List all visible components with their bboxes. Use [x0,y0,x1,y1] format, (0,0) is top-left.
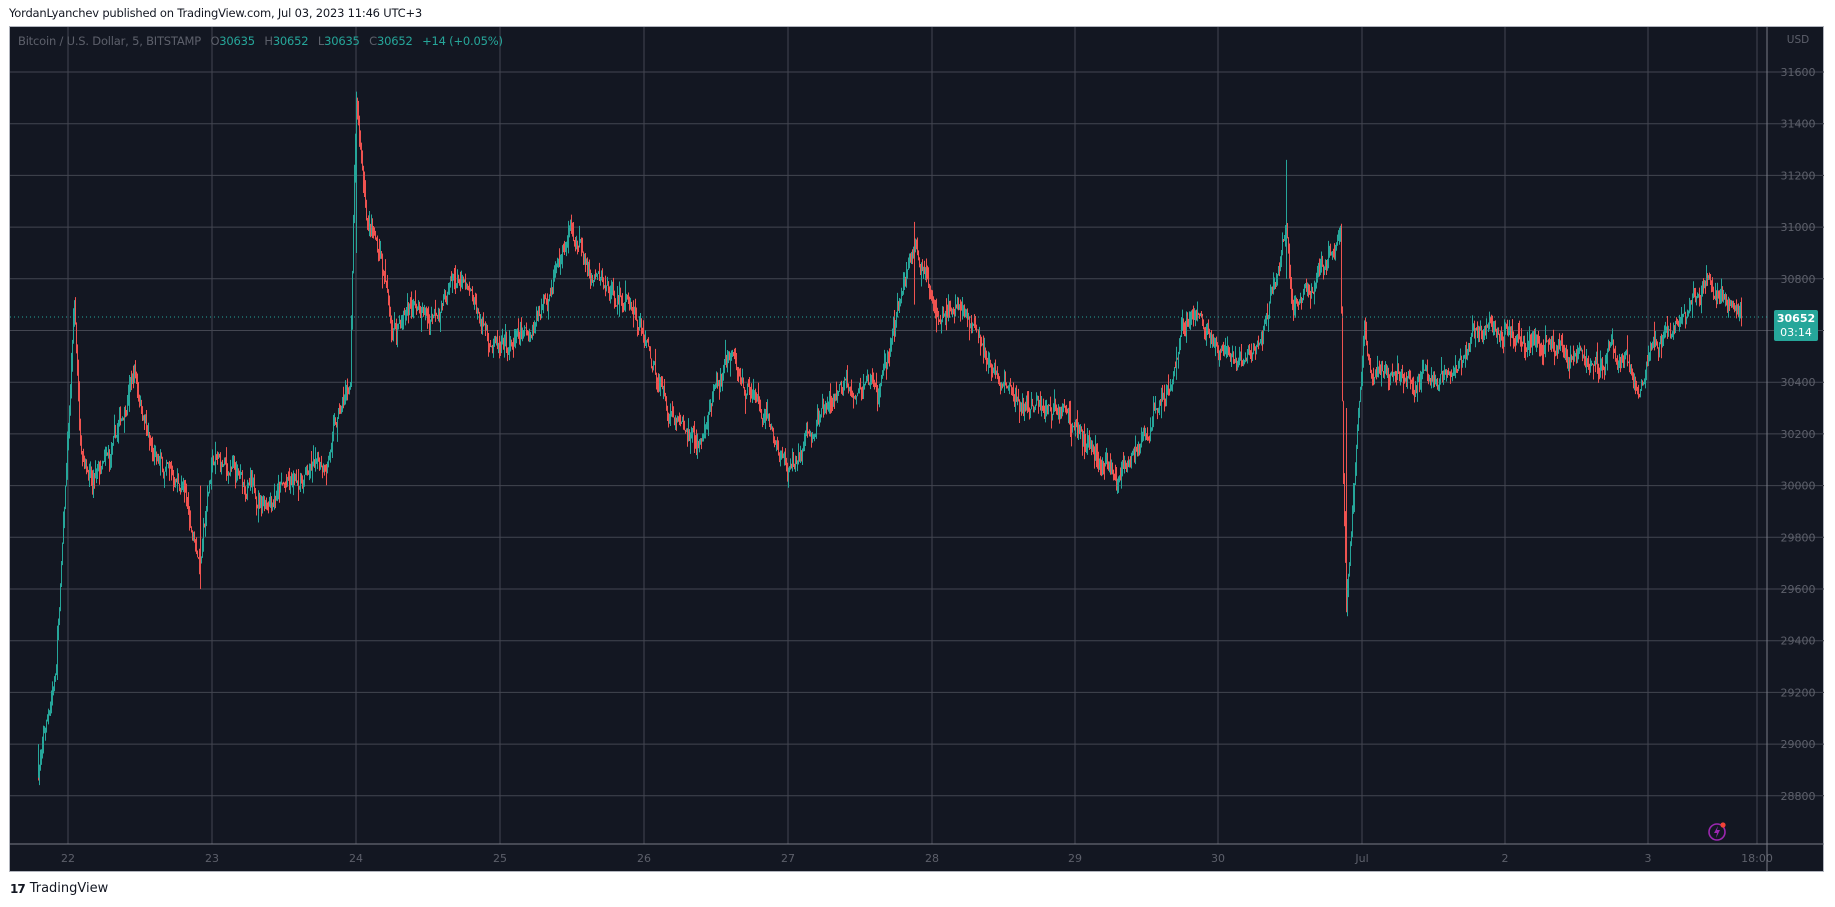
time-tick-label: 25 [493,852,507,865]
time-tick-label: 22 [61,852,75,865]
time-tick-label: 29 [1068,852,1082,865]
tradingview-logo[interactable]: 17 TradingView [10,881,108,896]
high-value: 30652 [272,34,309,48]
price-tick-label: 29400 [1781,635,1816,648]
price-tick-label: 31000 [1781,221,1816,234]
change-value: +14 (+0.05%) [422,34,503,48]
price-tick-label: 30400 [1781,376,1816,389]
tradingview-brand: TradingView [29,881,109,896]
time-tick-label: Jul [1354,852,1368,865]
time-tick-label: 23 [205,852,219,865]
time-tick-label: 18:00 [1741,852,1773,865]
price-tick-label: 29000 [1781,738,1816,751]
price-tick-label: 29800 [1781,531,1816,544]
time-tick-label: 28 [925,852,939,865]
svg-text:USD: USD [1787,34,1809,46]
time-tick-label: 30 [1211,852,1225,865]
close-value: 30652 [377,34,413,48]
chart-frame[interactable] [9,26,1824,872]
time-tick-label: 27 [781,852,795,865]
open-value: 30635 [219,34,255,48]
publish-info: YordanLyanchev published on TradingView.… [9,6,423,20]
price-tick-label: 29600 [1781,583,1816,596]
price-tick-label: 30000 [1781,480,1816,493]
last-price-value: 30652 [1776,312,1816,326]
candles [38,91,1742,786]
chart-legend: Bitcoin / U.S. Dollar, 5, BITSTAMP O3063… [18,34,503,48]
price-tick-label: 28800 [1781,790,1816,803]
time-tick-label: 2 [1502,852,1509,865]
tradingview-logo-icon: 17 [10,881,26,896]
price-tick-label: 29200 [1781,686,1816,699]
high-label: H [264,34,273,48]
lightning-icon[interactable] [1707,820,1729,842]
time-tick-label: 24 [349,852,363,865]
low-value: 30635 [324,34,360,48]
price-tick-label: 30200 [1781,428,1816,441]
last-price-tag: 30652 03:14 [1774,310,1818,342]
price-tick-label: 30800 [1781,273,1816,286]
low-label: L [317,34,325,48]
open-label: O [210,34,220,48]
time-tick-label: 26 [637,852,651,865]
close-label: C [369,34,377,48]
time-tick-label: 3 [1645,852,1652,865]
price-tick-label: 31400 [1781,118,1816,131]
price-tick-label: 31200 [1781,169,1816,182]
price-tick-label: 31600 [1781,66,1816,79]
symbol-title[interactable]: Bitcoin / U.S. Dollar, 5, BITSTAMP [18,34,201,48]
bar-countdown: 03:14 [1780,326,1812,340]
